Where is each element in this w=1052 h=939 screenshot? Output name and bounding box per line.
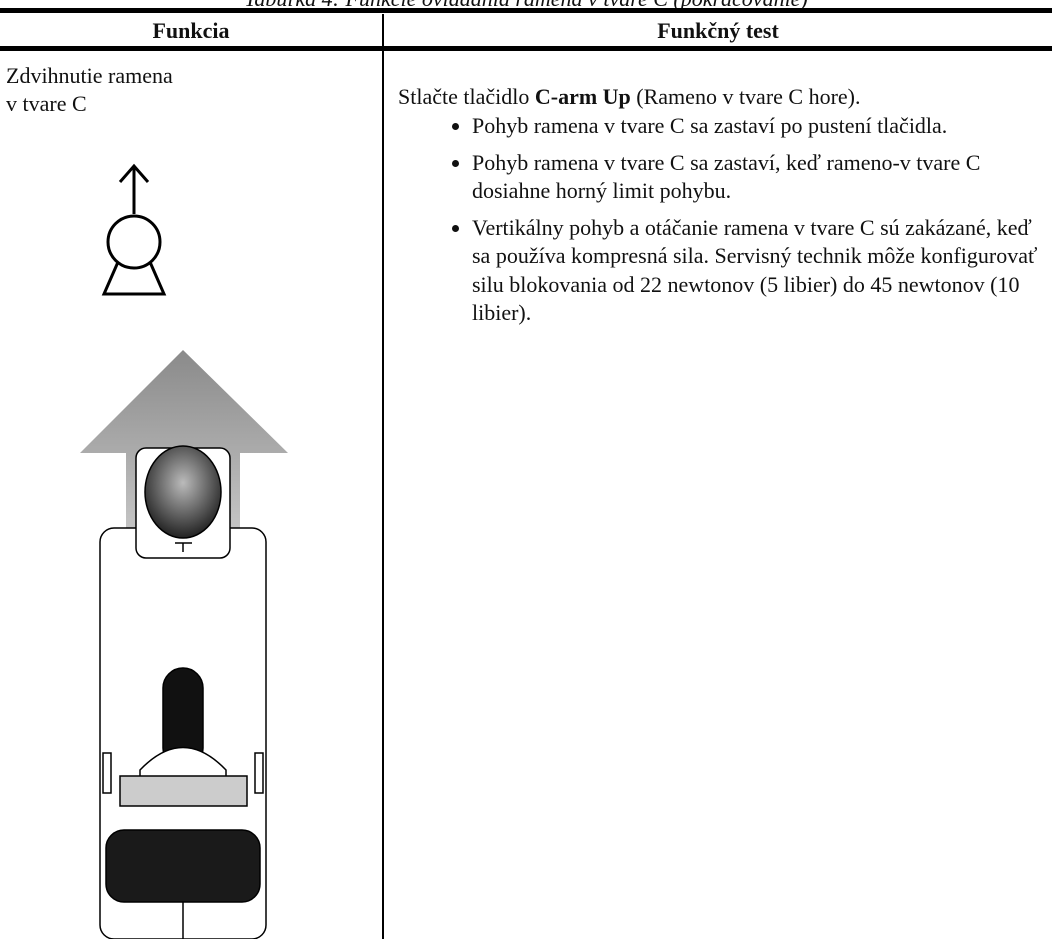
test-list: Pohyb ramena v tvare C sa zastaví po pus… — [404, 112, 1050, 336]
text: (Rameno v tvare C hore). — [630, 84, 861, 109]
header-cell: Funkčný test — [657, 18, 779, 43]
test-item: Vertikálny pohyb a otáčanie ramena v tva… — [472, 214, 1050, 328]
text: Stlačte tlačidlo — [398, 84, 535, 109]
illustration — [80, 163, 288, 939]
c-arm-up-icon — [101, 163, 167, 296]
header-cell: Funkcia — [152, 18, 230, 43]
column-divider — [382, 14, 384, 939]
function-line: v tvare C — [6, 91, 87, 116]
header-rule — [0, 46, 1052, 51]
function-cell: Zdvihnutie ramena v tvare C — [6, 62, 173, 118]
test-item: Pohyb ramena v tvare C sa zastaví, keď r… — [472, 149, 1050, 206]
table-caption: Tabuľka 4: Funkcie ovládania ramena v tv… — [0, 0, 1052, 12]
function-line: Zdvihnutie ramena — [6, 63, 173, 88]
machine — [99, 445, 267, 939]
button-name: C-arm Up — [534, 84, 631, 109]
top-rule — [0, 8, 1052, 13]
test-intro: Stlačte tlačidlo C-arm Up (Rameno v tvar… — [398, 84, 861, 110]
test-item: Pohyb ramena v tvare C sa zastaví po pus… — [472, 112, 1050, 141]
